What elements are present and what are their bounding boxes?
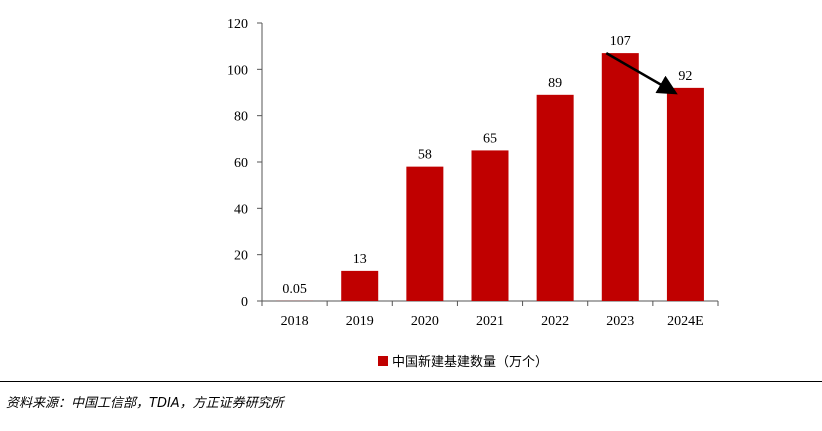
legend: 中国新建基建数量（万个）: [378, 351, 548, 370]
data-label: 89: [548, 76, 562, 91]
y-tick-label: 40: [234, 202, 248, 217]
bar: [666, 87, 704, 301]
y-tick-label: 60: [234, 156, 248, 171]
data-label: 92: [678, 69, 692, 84]
bar: [341, 270, 379, 301]
bars: [276, 53, 704, 301]
bar: [536, 94, 574, 301]
y-tick-label: 20: [234, 249, 248, 264]
bar: [601, 53, 639, 301]
x-tick-label: 2021: [476, 314, 504, 329]
x-tick-label: 2022: [541, 314, 569, 329]
y-axis: 0 20 40 60 80 100 120: [227, 17, 263, 310]
x-axis: 2018 2019 2020 2021 2022 2023 2024E: [261, 300, 719, 329]
y-tick-label: 120: [227, 17, 248, 32]
y-tick-label: 80: [234, 110, 248, 125]
source-note: 资料来源：中国工信部，TDIA，方正证券研究所: [6, 396, 284, 411]
x-tick-label: 2018: [281, 314, 309, 329]
data-label: 13: [353, 252, 367, 267]
arrow: [605, 52, 678, 95]
y-tick-label: 0: [241, 295, 248, 310]
data-label: 0.05: [282, 282, 307, 297]
legend-label: 中国新建基建数量（万个）: [392, 355, 549, 370]
data-label: 58: [418, 148, 432, 163]
x-tick-label: 2024E: [667, 314, 704, 329]
y-tick-label: 100: [227, 63, 248, 78]
data-labels: 0.05 13 58 65 89 107 92: [282, 34, 692, 297]
x-tick-label: 2019: [346, 314, 374, 329]
data-label: 65: [483, 131, 497, 146]
bar-chart: 0 20 40 60 80 100 120 2018 2019 2020 2021 2022 2023…: [227, 17, 719, 329]
annotation-arrow: [605, 52, 678, 95]
x-tick-label: 2020: [411, 314, 439, 329]
legend-swatch: [378, 355, 388, 366]
bar: [471, 150, 509, 301]
data-label: 107: [610, 34, 631, 49]
bar: [406, 166, 444, 301]
x-tick-label: 2023: [606, 314, 634, 329]
divider: [0, 381, 822, 382]
